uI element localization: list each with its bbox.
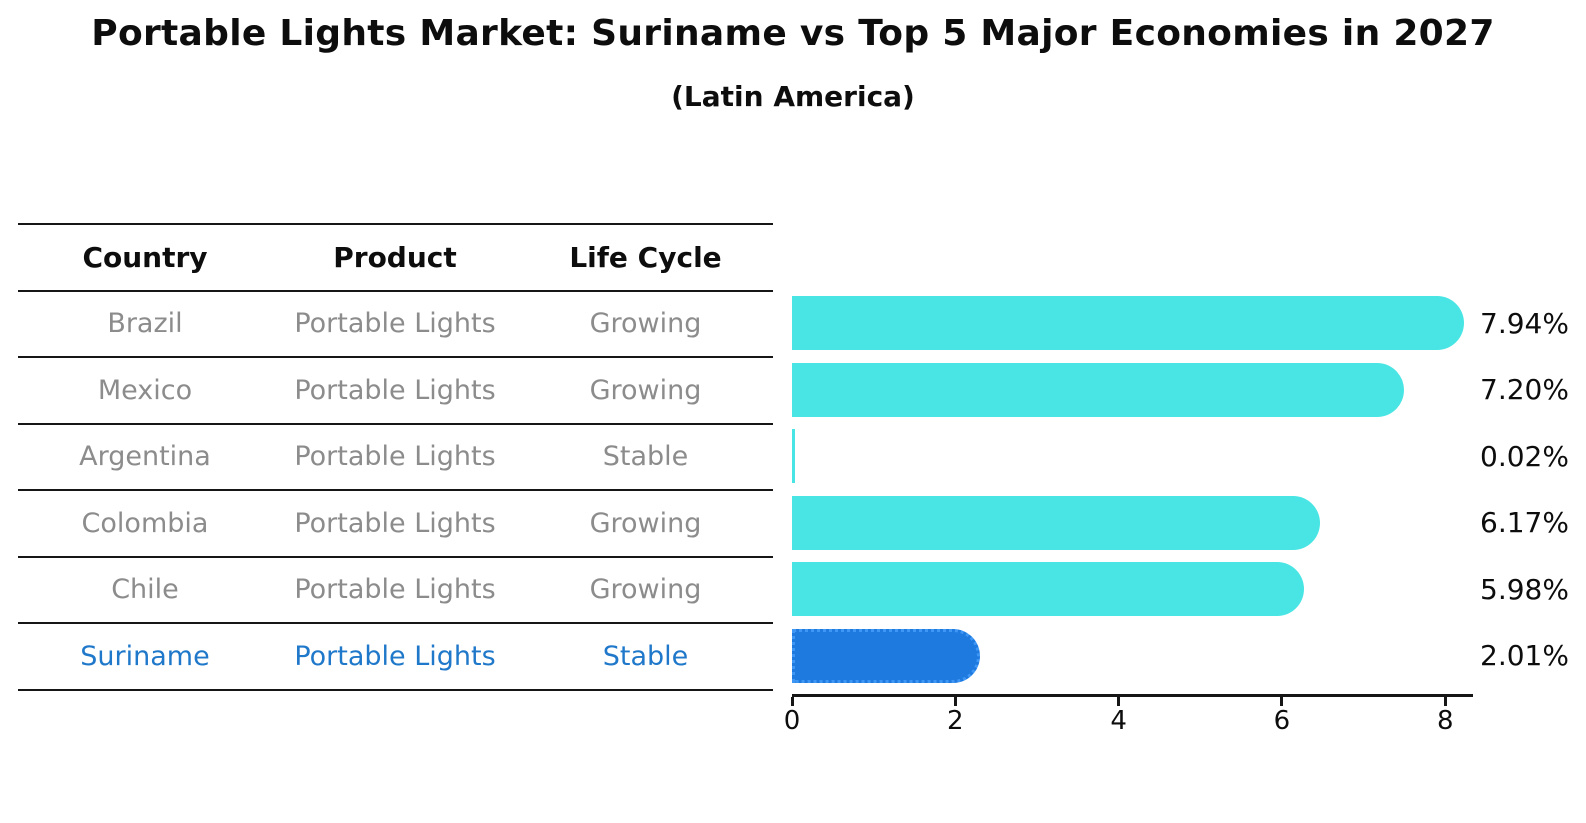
chart-subtitle: (Latin America) [671, 80, 915, 113]
table-cell-country: Chile [111, 574, 179, 606]
bar-value-label: 0.02% [1480, 439, 1569, 473]
x-axis-tick [1117, 697, 1121, 706]
country-table: Country Product Life Cycle Brazil Portabl… [18, 223, 773, 691]
bar-value-label: 7.20% [1480, 373, 1569, 406]
x-axis-tick-label: 4 [1110, 706, 1127, 736]
x-axis-tick [1280, 697, 1284, 706]
chart-title: Portable Lights Market: Suriname vs Top … [91, 13, 1495, 54]
table-cell-life-cycle: Growing [589, 374, 702, 406]
x-axis-tick-label: 8 [1436, 706, 1454, 736]
bar [792, 296, 1465, 350]
bar [792, 362, 1404, 417]
table-header-life-cycle: Life Cycle [569, 240, 722, 274]
table-header-row: Country Product Life Cycle [18, 225, 773, 292]
table-row: Suriname Portable Lights Stable [18, 624, 773, 691]
bar-value-label: 6.17% [1480, 506, 1569, 539]
x-axis-tick-label: 0 [783, 706, 801, 736]
table-cell-country: Mexico [97, 374, 193, 406]
bar [792, 495, 1320, 550]
bar [792, 562, 1305, 616]
x-axis-tick [953, 697, 957, 706]
table-header-product: Product [333, 240, 457, 274]
table-cell-product: Portable Lights [294, 441, 496, 473]
bar [792, 429, 795, 483]
table-row: Argentina Portable Lights Stable [18, 425, 773, 491]
bar-value-label: 7.94% [1480, 306, 1569, 340]
table-cell-country: Brazil [107, 308, 183, 340]
table-cell-product: Portable Lights [294, 507, 496, 539]
table-cell-product: Portable Lights [294, 308, 496, 340]
table-row: Chile Portable Lights Growing [18, 558, 773, 624]
table-row: Mexico Portable Lights Growing [18, 358, 773, 425]
table-cell-product: Portable Lights [294, 574, 496, 606]
table-cell-life-cycle: Stable [602, 640, 689, 672]
x-axis-tick-label: 2 [947, 706, 964, 736]
table-cell-country: Suriname [80, 640, 210, 672]
bar-value-label: 2.01% [1480, 639, 1569, 672]
table-cell-life-cycle: Growing [589, 574, 702, 606]
x-axis-tick [790, 697, 794, 706]
table-header-country: Country [82, 240, 208, 274]
table-cell-life-cycle: Growing [589, 507, 702, 539]
table-row: Brazil Portable Lights Growing [18, 292, 773, 358]
x-axis-line [792, 694, 1473, 697]
table-cell-country: Argentina [79, 441, 211, 473]
table-cell-life-cycle: Stable [602, 441, 689, 473]
table-cell-country: Colombia [81, 507, 209, 539]
table-body: Brazil Portable Lights Growing Mexico Portab… [18, 292, 773, 691]
x-axis-tick-label: 6 [1273, 706, 1291, 736]
bar-suriname-highlight [792, 628, 981, 683]
bar-value-label: 5.98% [1480, 572, 1569, 606]
table-cell-life-cycle: Growing [589, 308, 702, 340]
table-cell-product: Portable Lights [294, 374, 496, 406]
table-row: Colombia Portable Lights Growing [18, 491, 773, 558]
table-cell-product: Portable Lights [294, 640, 496, 672]
x-axis-tick [1443, 697, 1447, 706]
